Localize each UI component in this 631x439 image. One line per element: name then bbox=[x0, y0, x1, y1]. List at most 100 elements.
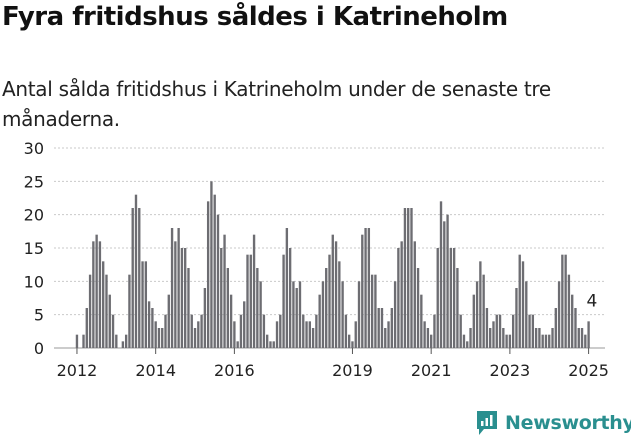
bar bbox=[111, 314, 115, 348]
chart-title: Fyra fritidshus såldes i Katrineholm bbox=[2, 2, 508, 32]
bar bbox=[180, 248, 184, 348]
bar bbox=[341, 281, 344, 348]
bar bbox=[170, 228, 174, 348]
bar bbox=[206, 201, 210, 348]
x-tick-label: 2025 bbox=[568, 361, 609, 380]
bar bbox=[426, 328, 430, 348]
bar bbox=[288, 248, 292, 348]
bar bbox=[279, 314, 282, 348]
bar bbox=[249, 254, 252, 348]
bar bbox=[387, 321, 390, 348]
bar bbox=[449, 248, 453, 348]
bar bbox=[429, 334, 433, 348]
bar bbox=[193, 328, 197, 348]
bar bbox=[538, 328, 541, 348]
bar bbox=[397, 248, 400, 348]
bar bbox=[102, 261, 105, 348]
bar bbox=[308, 321, 312, 348]
bar bbox=[262, 314, 266, 348]
bar bbox=[256, 268, 259, 348]
y-tick-label: 5 bbox=[34, 306, 44, 325]
bar bbox=[252, 234, 256, 348]
bar bbox=[328, 254, 331, 348]
bar bbox=[236, 341, 239, 348]
bar bbox=[452, 248, 456, 348]
chart-annotation: 4 bbox=[586, 291, 597, 311]
bar bbox=[511, 314, 515, 348]
bar bbox=[580, 328, 584, 348]
bar bbox=[187, 268, 190, 348]
bar bbox=[577, 328, 580, 348]
y-tick-label: 10 bbox=[24, 272, 44, 291]
bar bbox=[557, 281, 561, 348]
bar bbox=[380, 308, 384, 348]
bar bbox=[525, 281, 528, 348]
bar bbox=[325, 268, 328, 348]
bar bbox=[305, 321, 308, 348]
bar bbox=[436, 248, 439, 348]
bar bbox=[489, 328, 492, 348]
bar bbox=[531, 314, 535, 348]
bar bbox=[347, 334, 351, 348]
bar bbox=[498, 314, 502, 348]
bar bbox=[361, 234, 364, 348]
bar bbox=[105, 274, 108, 348]
y-tick-label: 20 bbox=[24, 206, 44, 225]
bar bbox=[561, 254, 564, 348]
bar bbox=[134, 194, 138, 348]
bar bbox=[210, 181, 213, 348]
bar bbox=[472, 294, 475, 348]
bar bbox=[298, 281, 302, 348]
bar bbox=[502, 328, 505, 348]
bar bbox=[571, 294, 574, 348]
bar bbox=[495, 314, 498, 348]
chart-subtitle: Antal sålda fritidshus i Katrineholm und… bbox=[2, 77, 551, 131]
y-tick-label: 30 bbox=[24, 139, 44, 158]
bar bbox=[403, 208, 407, 348]
bar bbox=[469, 328, 472, 348]
bar bbox=[213, 194, 216, 348]
y-tick-label: 15 bbox=[24, 239, 44, 258]
bar bbox=[413, 241, 416, 348]
bar bbox=[456, 268, 459, 348]
bar bbox=[82, 334, 85, 348]
newsworthy-logo-text: Newsworthy bbox=[505, 412, 631, 434]
bar bbox=[131, 208, 134, 348]
bar bbox=[302, 314, 305, 348]
bar bbox=[587, 321, 590, 348]
bar bbox=[75, 334, 79, 348]
chart-bars bbox=[75, 181, 590, 348]
bar bbox=[229, 294, 233, 348]
bar bbox=[439, 201, 443, 348]
bar bbox=[138, 208, 141, 348]
bar bbox=[446, 214, 449, 348]
bar bbox=[315, 314, 318, 348]
bar bbox=[167, 294, 170, 348]
bar bbox=[141, 261, 144, 348]
bar bbox=[121, 341, 125, 348]
bar bbox=[551, 328, 554, 348]
bar bbox=[377, 308, 380, 348]
bar bbox=[443, 221, 446, 348]
bar bbox=[246, 254, 249, 348]
bar bbox=[154, 321, 157, 348]
bar bbox=[295, 288, 298, 348]
bar bbox=[515, 288, 518, 348]
bar bbox=[544, 334, 548, 348]
bar bbox=[161, 328, 164, 348]
bar bbox=[354, 321, 357, 348]
bar bbox=[174, 241, 177, 348]
bar bbox=[311, 328, 315, 348]
bar bbox=[243, 301, 246, 348]
bar bbox=[466, 341, 469, 348]
bar bbox=[272, 341, 275, 348]
bar bbox=[528, 314, 531, 348]
bar bbox=[157, 328, 161, 348]
bar bbox=[410, 208, 413, 348]
bar bbox=[364, 228, 367, 348]
bar bbox=[482, 274, 485, 348]
bar bbox=[147, 301, 151, 348]
bar bbox=[216, 214, 220, 348]
bar bbox=[370, 274, 374, 348]
